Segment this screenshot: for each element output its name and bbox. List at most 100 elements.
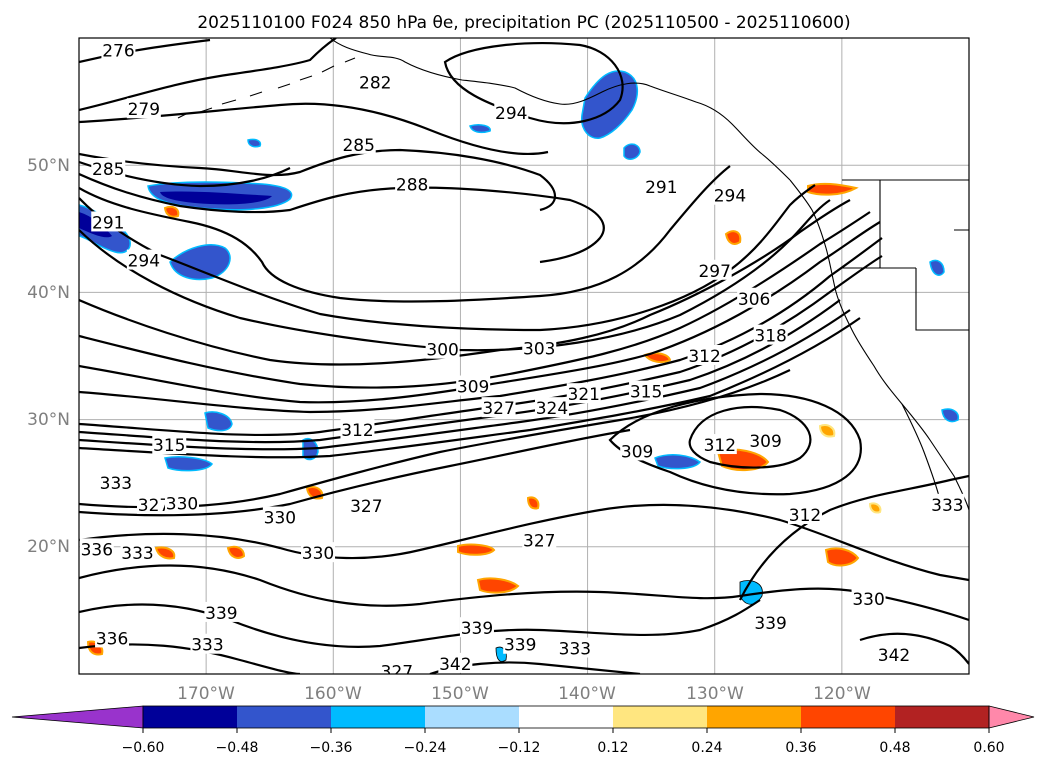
- contour-label-halo: [120, 542, 155, 563]
- lon-tick-label: 120°W: [813, 684, 871, 704]
- contour-label: 294: [128, 252, 160, 272]
- contour-label-halo: [534, 397, 569, 418]
- contour-label-halo: [459, 617, 494, 638]
- contour-label-halo: [438, 652, 473, 673]
- contour-label-halo: [456, 375, 491, 396]
- contour-label: 339: [504, 636, 536, 656]
- colorbar-segment: [707, 706, 802, 728]
- colorbar-segment: [331, 706, 426, 728]
- precip-area-pos-8: [163, 205, 180, 218]
- lon-tick-label: 130°W: [686, 684, 744, 704]
- contour-label: 285: [92, 160, 124, 180]
- lon-tick-label: 160°W: [304, 684, 362, 704]
- coastline-aleutians: [177, 57, 356, 119]
- precip-area-pos-7: [724, 230, 742, 245]
- contour-279: [79, 38, 337, 112]
- lon-tick-label: 150°W: [431, 684, 489, 704]
- contour-label: 318: [754, 327, 786, 347]
- latitude-tick-labels: 50°N 40°N 30°N 20°N: [27, 156, 70, 557]
- chart-title: 2025110100 F024 850 hPa θe, precipitatio…: [197, 13, 850, 33]
- contour-label-halo: [687, 345, 722, 365]
- contour-label-halo: [737, 287, 772, 308]
- contour-label: 330: [852, 590, 884, 610]
- contour-label-halo: [164, 492, 199, 513]
- precip-area-north-2: [247, 138, 262, 148]
- contour-label-halo: [712, 184, 747, 205]
- contour-309-loop: [608, 392, 862, 496]
- contour-label-halo: [425, 338, 460, 359]
- contour-label: 327: [482, 399, 514, 419]
- contour-312-loop: [688, 406, 812, 469]
- contour-label: 297: [698, 262, 730, 282]
- contour-label-halo: [341, 133, 376, 154]
- contour-label-halo: [930, 493, 965, 514]
- contour-label: 333: [931, 496, 963, 516]
- contour-label: 321: [568, 385, 600, 405]
- colorbar-tick-label: 0.48: [879, 740, 910, 756]
- contour-label: 291: [92, 213, 124, 233]
- contour-label-halo: [787, 504, 822, 524]
- lat-tick-label: 40°N: [27, 283, 70, 303]
- contour-label-halo: [91, 211, 126, 232]
- colorbar-segment: [895, 706, 990, 728]
- contour-label-halo: [95, 627, 130, 648]
- contour-label: 291: [645, 178, 677, 198]
- contour-label: 333: [100, 474, 132, 494]
- precip-area-pos-4: [457, 543, 496, 556]
- contour-label: 327: [523, 531, 555, 551]
- contour-label-halo: [204, 601, 239, 622]
- colorbar-segment: [519, 706, 614, 728]
- colorbar-extend-high: [988, 705, 1035, 729]
- contour-276: [79, 38, 211, 64]
- lon-tick-label: 140°W: [558, 684, 616, 704]
- contour-label: 279: [128, 100, 160, 120]
- precip-area-pos-6: [807, 182, 859, 196]
- colorbar: −0.60 −0.48 −0.36 −0.24 −0.12 0.12 0.24 0.36 0.4…: [11, 705, 1035, 756]
- contour-285a: [79, 148, 557, 212]
- contour-label-halo: [753, 612, 788, 633]
- contour-label: 288: [396, 175, 428, 195]
- contour-282: [79, 102, 549, 156]
- colorbar-tick-label: 0.12: [597, 740, 628, 756]
- colorbar-segment: [613, 706, 708, 728]
- colorbar-tick-label: 0.24: [691, 740, 722, 756]
- contour-label-halo: [644, 175, 679, 196]
- colorbar-segment: [237, 706, 332, 728]
- contour-label: 312: [341, 421, 373, 441]
- contour-label-halo: [340, 418, 375, 439]
- contour-label-halo: [301, 542, 336, 563]
- contour-label: 300: [426, 341, 458, 361]
- contour-label: 330: [264, 509, 296, 529]
- lat-tick-label: 30°N: [27, 410, 70, 430]
- colorbar-tick-label: −0.12: [498, 740, 541, 756]
- contour-306: [79, 221, 881, 404]
- contour-label-halo: [262, 506, 297, 527]
- contour-label-halo: [152, 434, 187, 455]
- contour-label-halo: [358, 71, 393, 92]
- precip-area-pos-5: [226, 545, 246, 559]
- precip-area-coast-1: [941, 408, 960, 423]
- precip-area-pos-2: [824, 547, 860, 567]
- colorbar-tick-label: −0.60: [122, 740, 165, 756]
- contour-label-halo: [557, 637, 592, 658]
- coastline-alaska: [329, 38, 791, 181]
- precip-area-central-1: [654, 454, 702, 470]
- colorbar-tick-label: 0.36: [785, 740, 816, 756]
- lat-tick-label: 50°N: [27, 156, 70, 176]
- contour-318: [79, 309, 851, 451]
- contour-label: 309: [457, 378, 489, 398]
- contour-label-halo: [126, 249, 161, 270]
- contour-label: 306: [738, 290, 770, 310]
- contour-label-halo: [876, 643, 911, 664]
- precip-area-west-4: [164, 456, 214, 472]
- colorbar-outline: [142, 705, 990, 729]
- contour-label-halo: [851, 587, 886, 608]
- precip-area-pos-12: [526, 496, 540, 510]
- contour-label-halo: [697, 259, 732, 280]
- precip-area-pos-13: [154, 546, 176, 560]
- contour-label-halo: [522, 529, 557, 550]
- contour-label: 294: [495, 104, 527, 124]
- precip-area-pos-14: [818, 424, 836, 438]
- contour-label-halo: [522, 337, 557, 358]
